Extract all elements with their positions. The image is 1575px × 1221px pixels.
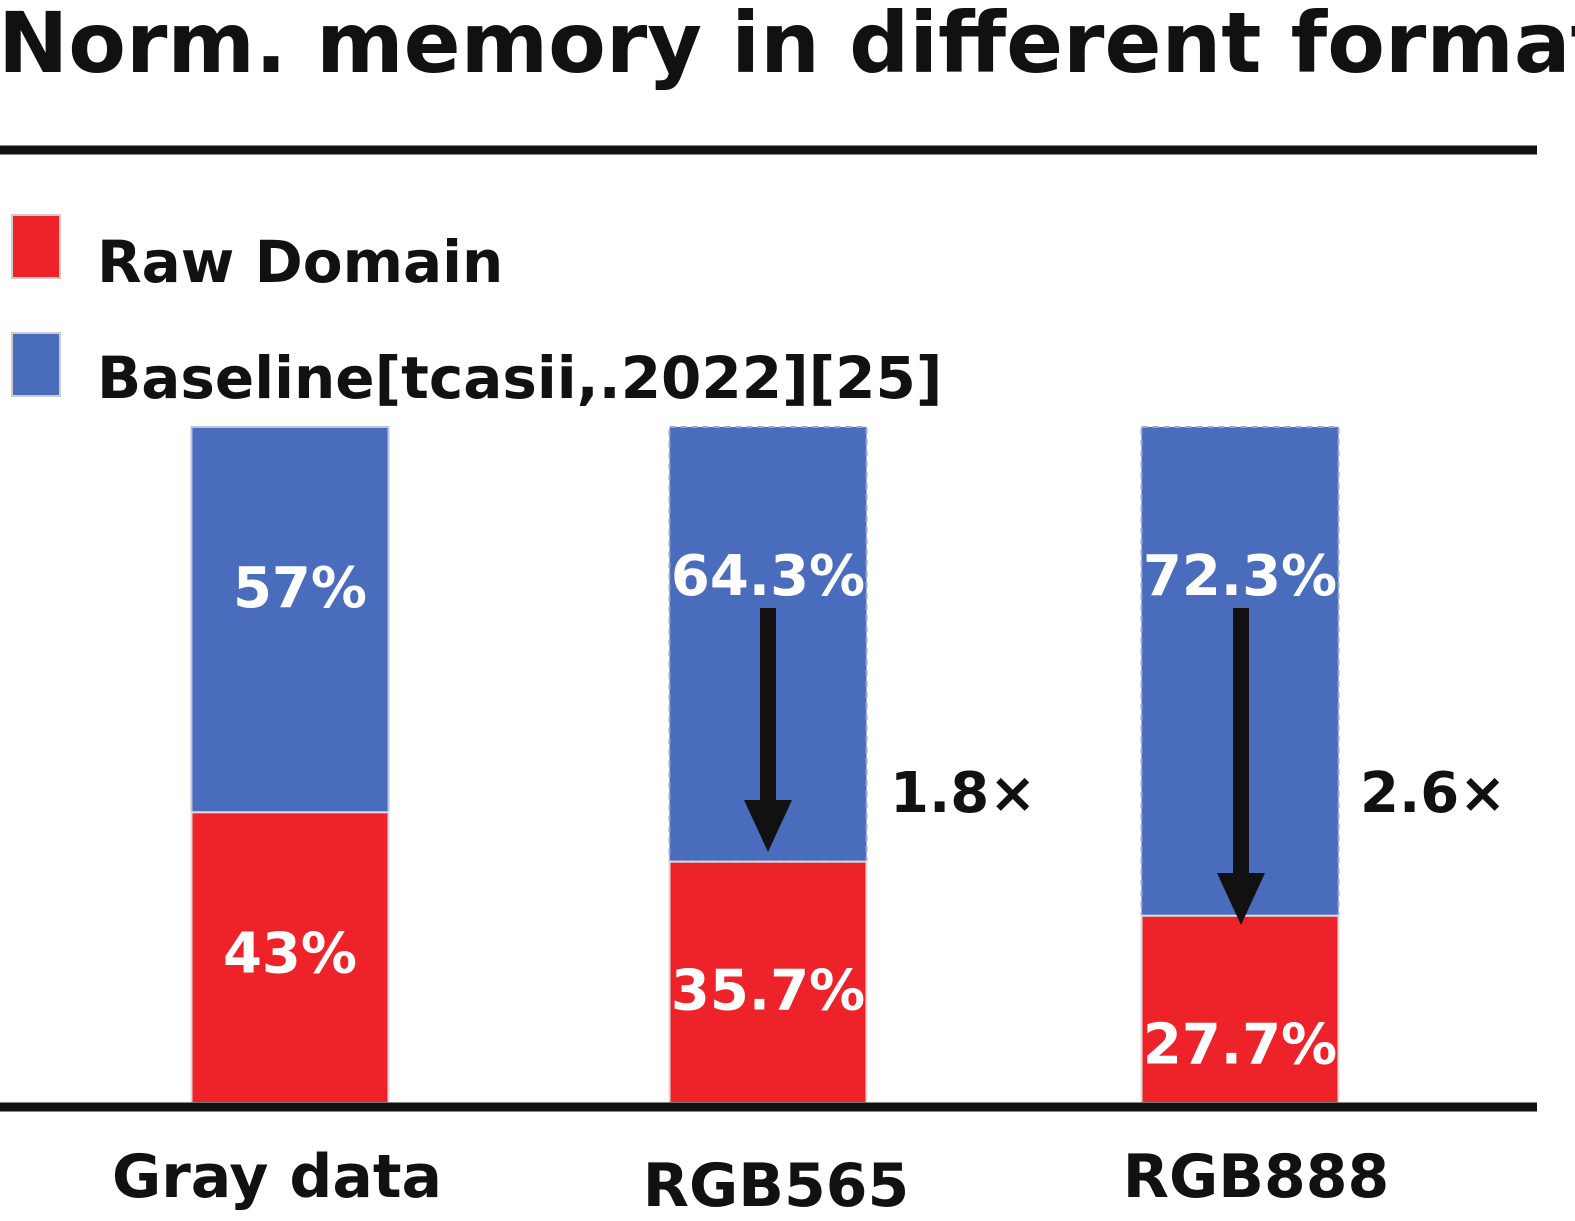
- annotation-rgb888: 2.6×: [1360, 761, 1506, 826]
- legend-label-raw-domain: Raw Domain: [97, 228, 503, 296]
- tick-label-gray-data: Gray data: [112, 1142, 442, 1212]
- legend-label-baseline: Baseline[tcasii,.2022][25]: [97, 344, 942, 412]
- data-label-raw-domain-gray-data: 43%: [223, 921, 357, 986]
- data-label-baseline-rgb888: 72.3%: [1143, 544, 1337, 609]
- data-label-raw-domain-rgb888: 27.7%: [1143, 1013, 1337, 1078]
- arrow-shaft-rgb565: [760, 608, 776, 807]
- tick-label-rgb565: RGB565: [643, 1151, 909, 1221]
- arrow-head-rgb565: [744, 800, 792, 852]
- legend-swatch-raw-domain: [11, 214, 61, 279]
- data-label-raw-domain-rgb565: 35.7%: [671, 959, 865, 1024]
- bar-raw-domain-gray-data: [190, 811, 390, 1104]
- data-label-baseline-rgb565: 64.3%: [671, 544, 865, 609]
- arrow-shaft-rgb888: [1233, 608, 1249, 880]
- annotation-rgb565: 1.8×: [890, 761, 1036, 826]
- data-label-baseline-gray-data: 57%: [233, 556, 367, 621]
- tick-label-rgb888: RGB888: [1123, 1142, 1389, 1212]
- arrow-head-rgb888: [1217, 873, 1265, 925]
- bar-raw-domain-rgb565: [668, 860, 868, 1105]
- legend-swatch-baseline: [11, 332, 61, 397]
- arrows-layer: 1.8× 2.6×: [744, 608, 1506, 925]
- chart-title: Norm. memory in different format: [0, 0, 1575, 92]
